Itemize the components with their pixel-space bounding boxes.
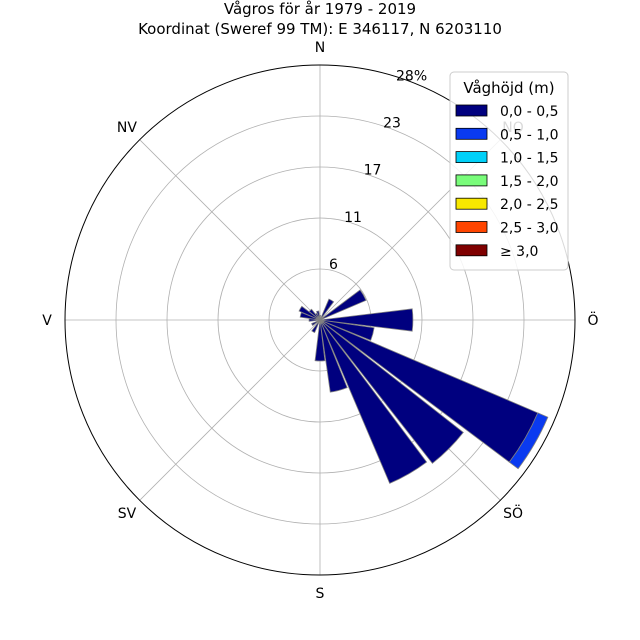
sector-bar-210-bin-0 — [311, 319, 321, 334]
legend-label-1: 0,5 - 1,0 — [500, 127, 558, 143]
sector-bar-300-bin-0 — [298, 305, 321, 321]
legend-title: Våghöjd (m) — [463, 79, 554, 97]
legend-swatch-6 — [455, 244, 488, 257]
legend-swatch-2 — [455, 151, 488, 164]
grid-spoke-225 — [139, 319, 321, 501]
legend-swatch-5 — [455, 221, 488, 233]
radial-tick-label-3: 23 — [383, 116, 401, 132]
legend-swatch-3 — [455, 174, 488, 187]
sector-bar-90-bin-0 — [319, 308, 414, 332]
sector-bar-135-bin-0 — [319, 319, 464, 464]
grid-spoke-315 — [139, 139, 321, 321]
direction-label-V: V — [42, 313, 52, 329]
sector-bar-240-bin-0 — [311, 319, 321, 327]
direction-label-N: N — [315, 40, 325, 56]
direction-label-S: S — [316, 586, 325, 602]
sector-bars — [298, 289, 549, 484]
chart-subtitle: Koordinat (Sweref 99 TM): E 346117, N 62… — [138, 20, 502, 38]
legend-box — [449, 71, 569, 271]
legend-label-2: 1,0 - 1,5 — [500, 151, 558, 167]
radial-tick-label-1: 11 — [344, 210, 362, 226]
chart-title: Vågros för år 1979 - 2019 — [224, 0, 416, 18]
radial-tick-labels: 6 11 17 23 28% — [329, 68, 427, 272]
legend-label-5: 2,5 - 3,0 — [500, 221, 558, 237]
sector-bar-345-bin-0 — [316, 310, 321, 321]
legend-label-6: ≥ 3,0 — [500, 244, 538, 260]
direction-label-Ö: Ö — [587, 311, 598, 329]
sector-bar-315-bin-0 — [308, 308, 321, 321]
sector-bar-60-bin-0 — [319, 289, 367, 321]
polar-outline — [64, 64, 576, 576]
sector-bar-150-bin-0 — [319, 319, 428, 484]
radial-tick-label-2: 17 — [364, 163, 382, 179]
sector-bar-30-bin-0 — [319, 298, 335, 321]
legend-label-3: 1,5 - 2,0 — [500, 174, 558, 190]
direction-label-SV: SV — [118, 506, 137, 522]
legend: Våghöjd (m) 0,0 - 0,5 0,5 - 1,0 1,0 - 1,5 1… — [449, 71, 569, 271]
legend-swatch-0 — [455, 104, 488, 117]
legend-swatch-4 — [455, 197, 488, 210]
sector-bar-180-bin-0 — [314, 319, 326, 362]
sector-bar-120-bin-1 — [508, 412, 549, 470]
polar-grid — [65, 65, 575, 575]
sector-bar-165-bin-0 — [319, 319, 348, 393]
radial-tick-label-0: 6 — [329, 257, 338, 273]
direction-label-NV: NV — [117, 120, 137, 136]
direction-label-SÖ: SÖ — [503, 504, 523, 522]
sector-bar-105-bin-0 — [319, 319, 375, 341]
legend-label-4: 2,0 - 2,5 — [500, 197, 558, 213]
legend-label-0: 0,0 - 0,5 — [500, 104, 558, 120]
radial-tick-label-4: 28% — [396, 68, 427, 84]
legend-swatch-1 — [455, 127, 488, 140]
